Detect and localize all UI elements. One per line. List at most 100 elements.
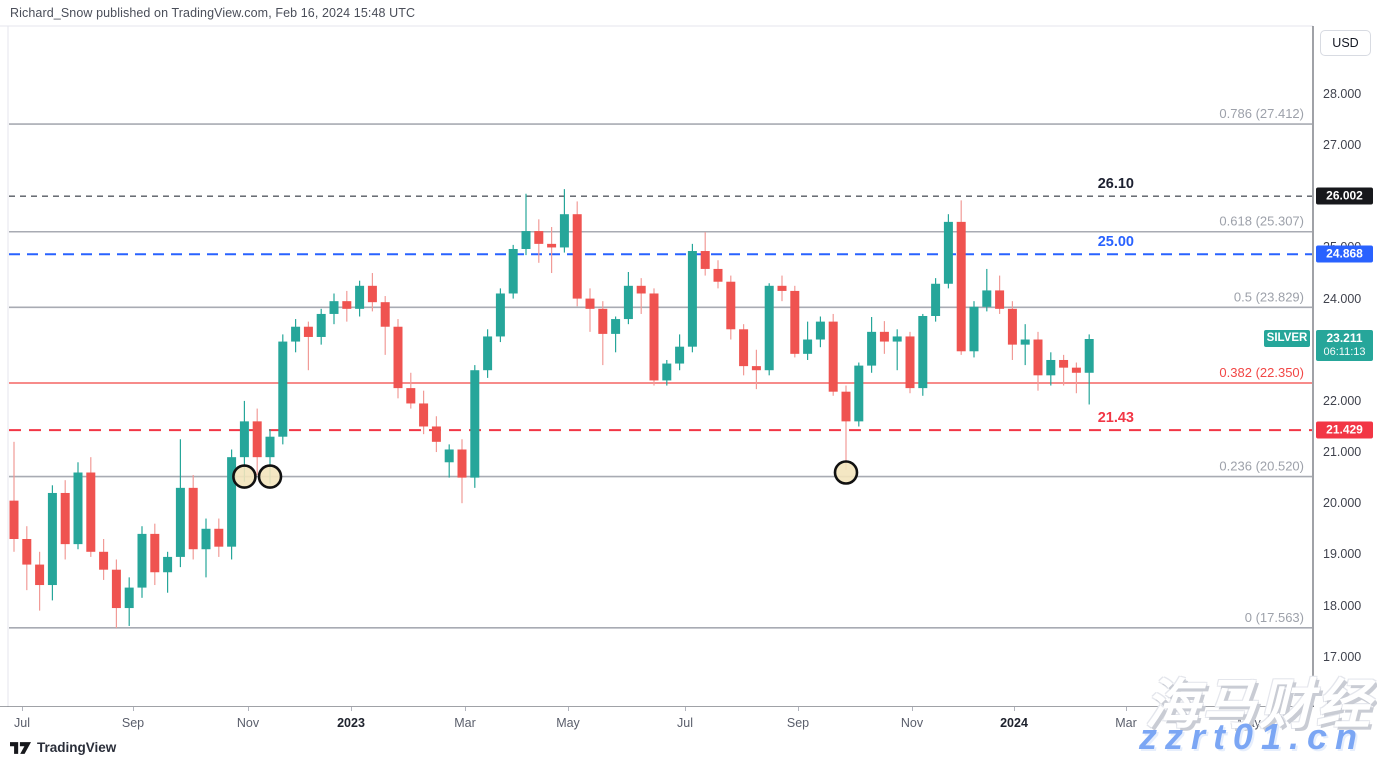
candle: [636, 278, 646, 314]
attribution-text: Richard_Snow published on TradingView.co…: [10, 6, 416, 20]
candle-body: [713, 268, 723, 282]
candle-body: [60, 492, 70, 545]
candle: [867, 317, 877, 373]
bar-countdown: 06:11:13: [1323, 345, 1366, 358]
price-axis[interactable]: USD 28.00027.00026.00025.00024.00023.000…: [1314, 26, 1377, 707]
candle: [444, 444, 454, 478]
candle-body: [124, 587, 134, 609]
candle-body: [790, 290, 800, 354]
candle: [316, 308, 326, 345]
time-tick-mark: [248, 707, 249, 711]
candle-body: [995, 290, 1005, 309]
time-axis-label: May: [1237, 716, 1261, 730]
candle: [764, 283, 774, 376]
candle: [1007, 301, 1017, 360]
candle-body: [764, 285, 774, 371]
candle: [662, 359, 672, 386]
circle-annotation: [232, 464, 257, 489]
fib-level-label: 0.382 (22.350): [1219, 365, 1304, 380]
fib-level-label: 0.236 (20.520): [1219, 459, 1304, 474]
horizontal-line-label: 26.10: [1098, 176, 1134, 192]
candle: [60, 480, 70, 560]
candle-body: [175, 487, 185, 557]
candle: [457, 439, 467, 504]
candle: [380, 296, 390, 355]
tradingview-logo[interactable]: TradingView: [10, 740, 116, 755]
candle: [623, 272, 633, 325]
candle-body: [291, 326, 301, 342]
candle: [111, 559, 121, 629]
fib-level-label: 0 (17.563): [1245, 610, 1304, 625]
candle-body: [777, 285, 787, 291]
candle: [687, 243, 697, 353]
candle-body: [1046, 359, 1056, 376]
candle-body: [598, 308, 608, 334]
horizontal-line-label: 25.00: [1098, 234, 1134, 250]
candle-body: [508, 248, 518, 294]
candle-body: [687, 251, 697, 347]
candle-body: [1033, 339, 1043, 376]
candle: [726, 275, 736, 340]
candle-body: [35, 564, 45, 586]
candle-body: [431, 426, 441, 442]
candle-body: [47, 492, 57, 586]
candle-body: [1007, 308, 1017, 345]
candle: [803, 321, 813, 360]
candle-body: [73, 472, 83, 545]
fib-level-label: 0.618 (25.307): [1219, 214, 1304, 229]
candle-body: [547, 243, 557, 248]
time-axis[interactable]: Jul Sep Nov 2023 Mar May Jul Sep Nov 2024 Mar May: [0, 707, 1377, 737]
time-axis-label: 2024: [1000, 716, 1028, 730]
candle: [943, 214, 953, 289]
candle-body: [22, 539, 32, 565]
candle-body: [137, 533, 147, 588]
time-axis-label: Mar: [454, 716, 476, 730]
candle-body: [841, 391, 851, 422]
price-tick-label: 24.000: [1323, 291, 1362, 306]
candle-body: [367, 285, 377, 303]
candle-body: [303, 326, 313, 337]
candle-body: [470, 370, 480, 478]
time-axis-label: Nov: [900, 716, 924, 730]
time-tick-mark: [133, 707, 134, 711]
candle-body: [649, 293, 659, 381]
candle-body: [201, 528, 211, 550]
candle: [73, 462, 83, 550]
currency-usd-button[interactable]: USD: [1320, 30, 1371, 56]
time-axis-label: May: [556, 716, 580, 730]
candle-body: [444, 449, 454, 463]
candle: [163, 551, 173, 593]
candle: [470, 365, 480, 488]
candle: [1059, 354, 1069, 386]
candle: [982, 268, 992, 312]
candle-body: [316, 313, 326, 337]
candle: [35, 551, 45, 611]
candle-body: [1071, 367, 1081, 373]
candle-body: [803, 339, 813, 354]
candle: [739, 324, 749, 376]
candle: [1084, 334, 1094, 405]
candle: [700, 232, 710, 276]
candle-body: [739, 329, 749, 367]
candle: [137, 526, 147, 598]
candle-body: [611, 319, 621, 334]
candle: [777, 275, 787, 302]
circle-annotation: [833, 460, 859, 485]
candle-body: [111, 569, 121, 609]
candle-body: [662, 363, 672, 381]
candle: [828, 313, 838, 396]
candle: [918, 313, 928, 396]
candle: [1020, 324, 1030, 366]
candle: [278, 334, 288, 445]
circle-annotation: [257, 464, 283, 489]
time-tick-mark: [465, 707, 466, 711]
candle: [713, 260, 723, 289]
candle: [854, 362, 864, 427]
candle-body: [956, 221, 966, 352]
candle-body: [982, 290, 992, 307]
candle-body: [86, 472, 96, 552]
candle-body: [355, 285, 365, 309]
price-tick-label: 20.000: [1323, 496, 1362, 511]
candle: [1033, 331, 1043, 391]
